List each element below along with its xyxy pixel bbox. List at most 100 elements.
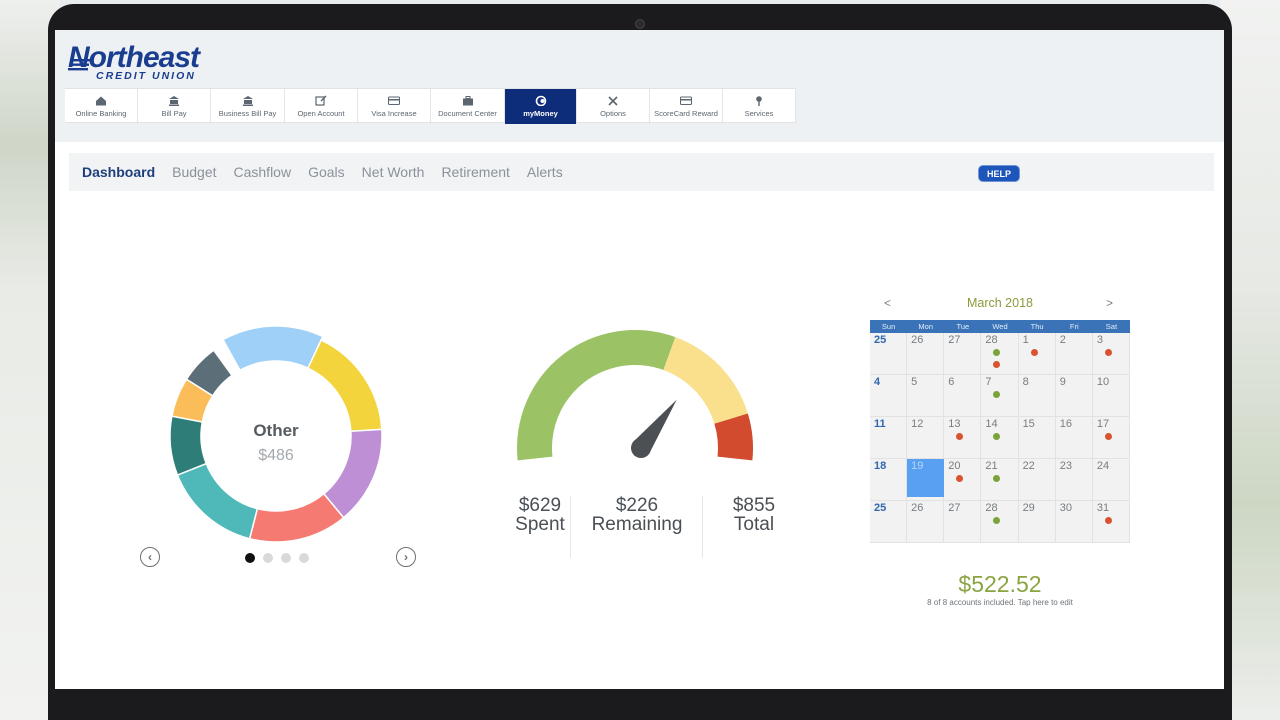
accounts-included-note[interactable]: 8 of 8 accounts included. Tap here to ed…: [927, 598, 1073, 607]
calendar-prev-button[interactable]: <: [884, 296, 892, 310]
bill-event-icon[interactable]: [1104, 517, 1112, 524]
calendar-day[interactable]: 29: [1018, 501, 1056, 543]
bill-event-icon[interactable]: [993, 361, 1001, 368]
calendar-day[interactable]: 12: [907, 417, 945, 459]
remaining-value: $226: [615, 495, 659, 516]
stat-divider: [702, 496, 703, 558]
income-event-icon[interactable]: [993, 391, 1001, 398]
tab-net-worth[interactable]: Net Worth: [361, 164, 425, 180]
weekday-thu: Thu: [1030, 322, 1044, 331]
tab-goals[interactable]: Goals: [308, 164, 345, 180]
nav-services[interactable]: Services: [723, 89, 796, 124]
page-dot-1[interactable]: [245, 553, 255, 563]
calendar-day[interactable]: 16: [1055, 417, 1093, 459]
tab-cashflow[interactable]: Cashflow: [233, 164, 292, 180]
donut-segment-2[interactable]: [306, 339, 383, 433]
income-event-icon[interactable]: [993, 433, 1001, 440]
calendar-day[interactable]: 31: [1092, 501, 1130, 543]
calendar-day[interactable]: 25: [870, 501, 908, 543]
calendar-day[interactable]: 8: [1018, 375, 1056, 417]
calendar-day[interactable]: 1: [1018, 333, 1056, 375]
bill-event-icon[interactable]: [956, 433, 964, 440]
calendar-day[interactable]: 21: [981, 459, 1019, 501]
calendar-day[interactable]: 15: [1018, 417, 1056, 459]
tab-alerts[interactable]: Alerts: [526, 164, 563, 180]
home-icon: [96, 96, 106, 106]
donut-segment-8[interactable]: [185, 349, 233, 397]
brand-logo[interactable]: Northeast CREDIT UNION: [68, 42, 218, 82]
nav-online-banking[interactable]: Online Banking: [65, 89, 138, 124]
calendar-day[interactable]: 6: [944, 375, 982, 417]
bill-event-icon[interactable]: [1030, 349, 1038, 356]
bill-event-icon[interactable]: [1104, 349, 1112, 356]
tab-dashboard[interactable]: Dashboard: [82, 164, 156, 180]
nav-open-account[interactable]: Open Account: [285, 89, 358, 124]
bill-event-icon[interactable]: [956, 475, 964, 482]
calendar-day[interactable]: 11: [870, 417, 908, 459]
calendar-day[interactable]: 4: [870, 375, 908, 417]
calendar-day[interactable]: 13: [944, 417, 982, 459]
selected-day-highlight: [907, 459, 945, 497]
calendar-next-button[interactable]: >: [1106, 296, 1114, 310]
page-dot-4[interactable]: [299, 553, 309, 563]
nav-mymoney[interactable]: myMoney: [505, 89, 577, 124]
donut-next-button[interactable]: ›: [396, 547, 416, 567]
nav-business-bill-pay[interactable]: Business Bill Pay: [211, 89, 285, 124]
calendar-day[interactable]: 28: [981, 501, 1019, 543]
income-event-icon[interactable]: [993, 475, 1001, 482]
donut-segment-5[interactable]: [176, 462, 259, 540]
nav-label: Document Center: [438, 109, 497, 118]
calendar-total: $522.52: [958, 571, 1042, 597]
calendar-day[interactable]: 23: [1055, 459, 1093, 501]
donut-segment-1[interactable]: [221, 325, 324, 372]
calendar-day[interactable]: 22: [1018, 459, 1056, 501]
nav-label: Online Banking: [75, 109, 127, 118]
donut-segment-4[interactable]: [248, 492, 345, 543]
calendar-day[interactable]: 17: [1092, 417, 1130, 459]
nav-scorecard-reward[interactable]: ScoreCard Reward: [650, 89, 723, 124]
calendar-day[interactable]: 9: [1055, 375, 1093, 417]
calendar-day[interactable]: 2: [1055, 333, 1093, 375]
calendar-day[interactable]: 14: [981, 417, 1019, 459]
calendar-day[interactable]: 20: [944, 459, 982, 501]
calendar-day[interactable]: 24: [1092, 459, 1130, 501]
calendar-day[interactable]: 7: [981, 375, 1019, 417]
camera-icon: [635, 19, 645, 29]
calendar-day[interactable]: 27: [944, 501, 982, 543]
day-number: 2: [1059, 334, 1066, 346]
calendar-day[interactable]: 19: [907, 459, 945, 501]
calendar-day[interactable]: 27: [944, 333, 982, 375]
nav-document-center[interactable]: Document Center: [431, 89, 505, 124]
income-event-icon[interactable]: [993, 517, 1001, 524]
day-number: 17: [1096, 418, 1110, 430]
day-number: 30: [1059, 502, 1072, 514]
help-button[interactable]: HELP: [979, 166, 1019, 181]
calendar-day[interactable]: 26: [907, 501, 945, 543]
nav-visa-increase[interactable]: Visa Increase: [358, 89, 431, 124]
nav-bill-pay[interactable]: Bill Pay: [138, 89, 211, 124]
tab-budget[interactable]: Budget: [172, 164, 217, 180]
day-number: 27: [948, 334, 961, 346]
calendar-day[interactable]: 10: [1092, 375, 1130, 417]
donut-prev-button[interactable]: ‹: [140, 547, 160, 567]
calendar-day[interactable]: 3: [1092, 333, 1130, 375]
calendar-day[interactable]: 25: [870, 333, 908, 375]
calendar-grid: 25 26 27 28 1 2 3 4 5 6 7 8 9 10 11 12 13 14 15 16 17 18 19 20 2…: [870, 333, 1130, 543]
calendar-day[interactable]: 5: [907, 375, 945, 417]
day-number: 21: [985, 460, 998, 472]
briefcase-icon: [462, 96, 473, 106]
calendar-day[interactable]: 26: [907, 333, 945, 375]
calendar-day[interactable]: 28: [981, 333, 1019, 375]
bill-event-icon[interactable]: [1104, 433, 1112, 440]
calendar-day[interactable]: 18: [870, 459, 908, 501]
income-event-icon[interactable]: [993, 349, 1001, 356]
calendar-day[interactable]: 30: [1055, 501, 1093, 543]
nav-options[interactable]: Options: [577, 89, 650, 124]
tab-retirement[interactable]: Retirement: [441, 164, 510, 180]
page-dot-2[interactable]: [263, 553, 273, 563]
nav-label: Bill Pay: [161, 109, 187, 118]
day-number: 20: [948, 460, 961, 472]
day-number: 16: [1059, 418, 1072, 430]
nav-label: ScoreCard Reward: [654, 109, 718, 118]
page-dot-3[interactable]: [281, 553, 291, 563]
